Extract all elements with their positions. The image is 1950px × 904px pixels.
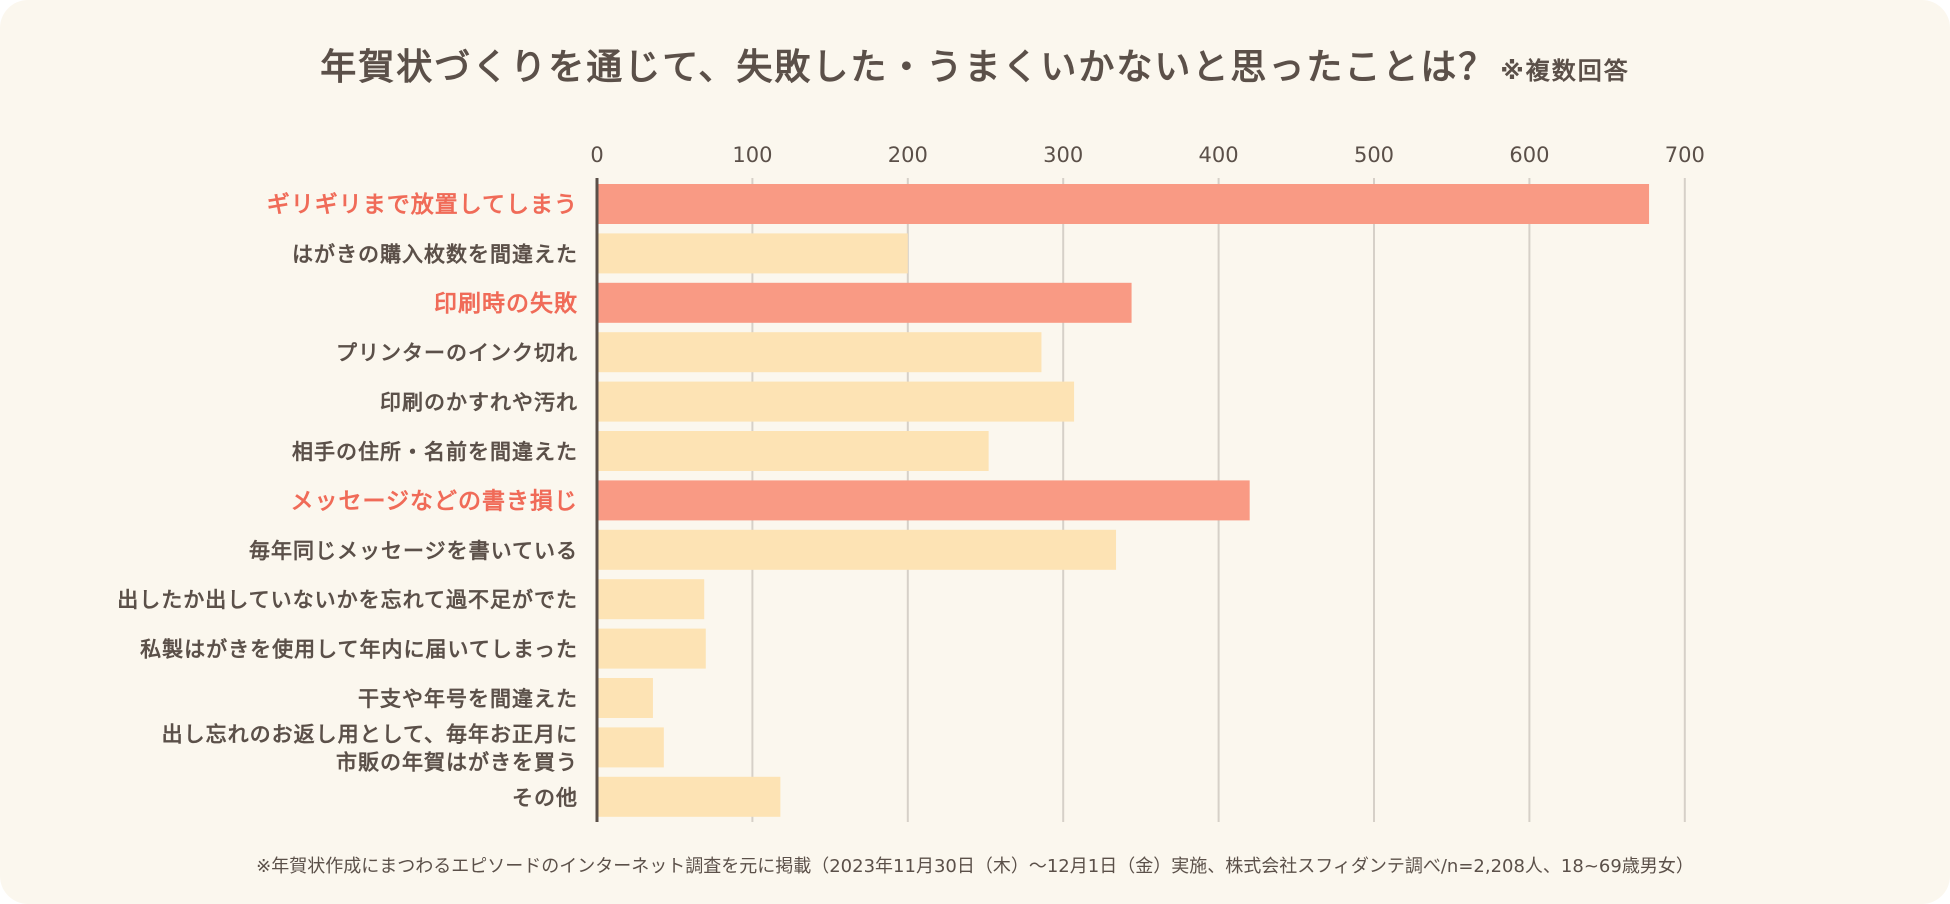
category-label: 干支や年号を間違えた xyxy=(358,687,578,711)
x-tick-label: 300 xyxy=(1043,143,1083,167)
category-label: 毎年同じメッセージを書いている xyxy=(249,539,578,563)
category-label: プリンターのインク切れ xyxy=(336,341,578,365)
bar-4 xyxy=(597,332,1042,373)
x-tick-label: 100 xyxy=(732,143,772,167)
bar-5 xyxy=(597,381,1075,422)
chart-title: 年賀状づくりを通じて、失敗した・うまくいかないと思ったことは？ ※複数回答 xyxy=(0,38,1950,90)
category-label: 私製はがきを使用して年内に届いてしまった xyxy=(140,638,578,662)
bar-1 xyxy=(597,184,1650,224)
category-label: ギリギリまで放置してしまう xyxy=(267,191,578,218)
bar-11 xyxy=(597,678,653,718)
chart-title-main: 年賀状づくりを通じて、失敗した・うまくいかないと思ったことは？ xyxy=(320,47,1497,88)
category-label: 出したか出していないかを忘れて過不足がでた xyxy=(117,588,578,612)
bar-13 xyxy=(597,776,781,817)
category-label: 市販の年賀はがきを買う xyxy=(336,750,578,774)
bar-2 xyxy=(597,233,908,274)
x-tick-label: 0 xyxy=(590,143,603,167)
bar-6 xyxy=(597,431,989,471)
x-tick-label: 700 xyxy=(1665,143,1705,167)
x-tick-label: 200 xyxy=(888,143,928,167)
bar-8 xyxy=(597,529,1117,570)
bar-12 xyxy=(597,727,664,768)
category-label: 印刷のかすれや汚れ xyxy=(380,391,578,415)
category-label: メッセージなどの書き損じ xyxy=(290,487,578,514)
category-label: 出し忘れのお返し用として、毎年お正月に xyxy=(162,722,578,746)
bar-7 xyxy=(597,480,1250,521)
x-tick-label: 600 xyxy=(1509,143,1549,167)
bar-10 xyxy=(597,628,706,669)
bar-3 xyxy=(597,282,1132,323)
footnote: ※年賀状作成にまつわるエピソードのインターネット調査を元に掲載（2023年11月… xyxy=(256,856,1694,877)
x-tick-label: 500 xyxy=(1354,143,1394,167)
category-label: 相手の住所・名前を間違えた xyxy=(292,440,578,464)
category-label: その他 xyxy=(512,786,578,810)
category-label: はがきの購入枚数を間違えた xyxy=(292,242,578,266)
bar-9 xyxy=(597,579,705,620)
chart-title-note: ※複数回答 xyxy=(1500,57,1630,85)
x-tick-label: 400 xyxy=(1199,143,1239,167)
category-label: 印刷時の失敗 xyxy=(434,291,578,317)
